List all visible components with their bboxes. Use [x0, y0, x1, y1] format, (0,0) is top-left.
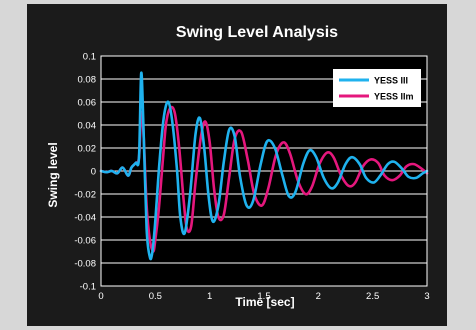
- legend: YESS III YESS IIm: [333, 69, 421, 107]
- x-tick-label: 0: [98, 291, 103, 302]
- y-tick-label: -0.02: [74, 190, 96, 201]
- y-tick-label: -0.04: [74, 213, 96, 224]
- swing-level-chart: Swing Level Analysis 0.1 0.08 0.06 0.04 0.02…: [46, 24, 430, 309]
- x-tick-labels: 0 0.5 1 1.5 2 2.5 3: [98, 291, 429, 302]
- y-tick-labels: 0.1 0.08 0.06 0.04 0.02 0 -0.02 -0.04 -0.06 -0.08…: [74, 52, 96, 293]
- y-tick-label: -0.1: [80, 282, 96, 293]
- y-tick-label: 0.02: [78, 144, 97, 155]
- x-tick-label: 1.5: [257, 291, 270, 302]
- chart-title: Swing Level Analysis: [176, 24, 338, 41]
- x-tick-label: 2: [316, 291, 321, 302]
- x-tick-label: 2.5: [366, 291, 379, 302]
- x-tick-label: 3: [424, 291, 429, 302]
- y-tick-label: 0.06: [78, 98, 97, 109]
- chart-frame: Swing Level Analysis 0.1 0.08 0.06 0.04 0.02…: [27, 4, 447, 326]
- y-tick-label: -0.06: [74, 236, 96, 247]
- legend-box: [333, 69, 421, 107]
- y-tick-label: 0.1: [83, 52, 96, 63]
- series-line-yess-iii: [99, 71, 429, 261]
- x-tick-label: 0.5: [149, 291, 162, 302]
- legend-label-yess-iim: YESS IIm: [374, 92, 414, 102]
- y-tick-label: 0.04: [78, 121, 97, 132]
- y-tick-label: 0.08: [78, 75, 97, 86]
- y-tick-label: -0.08: [74, 259, 96, 270]
- series-lines: [99, 71, 429, 261]
- x-tick-label: 1: [207, 291, 212, 302]
- legend-label-yess-iii: YESS III: [374, 76, 408, 86]
- plot-border: [100, 55, 428, 287]
- y-axis-label: Swing level: [46, 142, 60, 207]
- y-tick-label: 0: [91, 167, 96, 178]
- x-axis-label: Time [sec]: [235, 295, 294, 309]
